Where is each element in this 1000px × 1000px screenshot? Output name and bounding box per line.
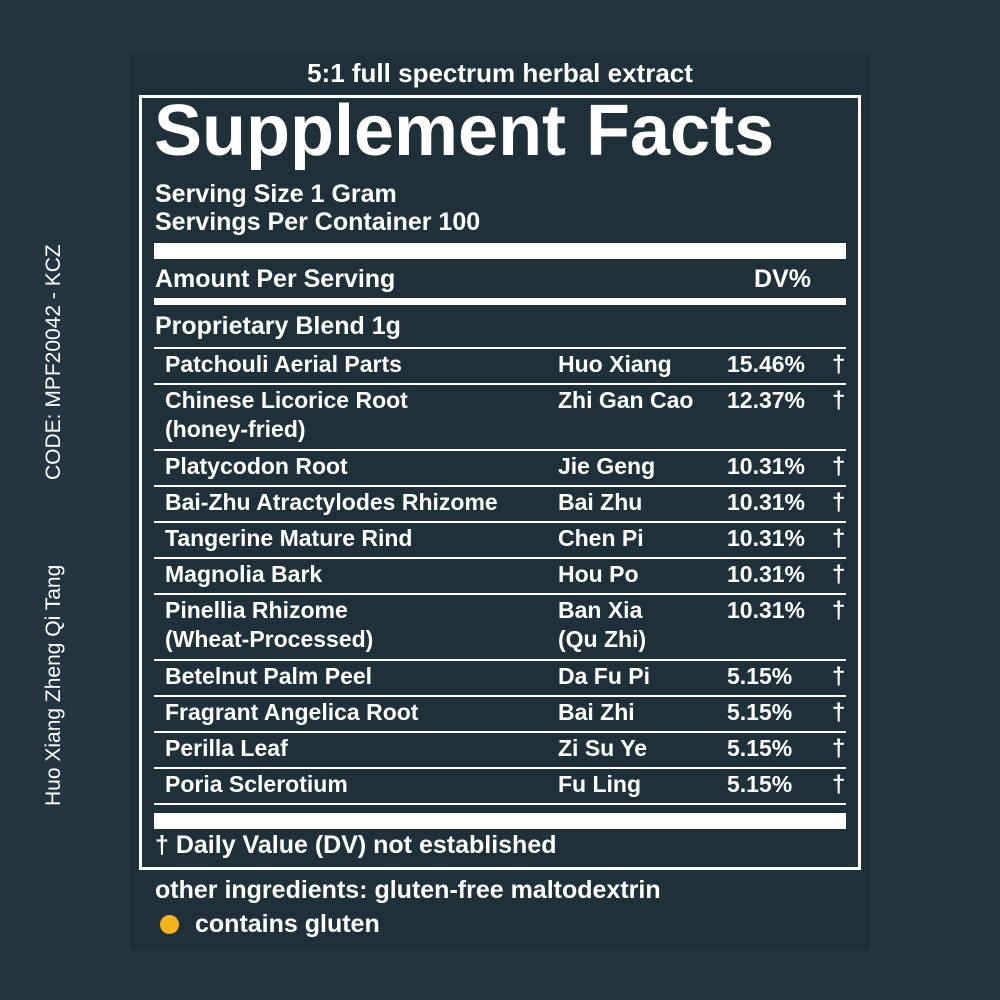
dagger-icon: †: [832, 597, 846, 624]
dv-header: DV%: [754, 265, 811, 293]
ingredient-row: Tangerine Mature Rind Chen Pi 10.31% †: [154, 523, 846, 559]
ingredient-pinyin-name: Jie Geng: [558, 453, 656, 479]
amount-per-serving-header: Amount Per Serving: [155, 265, 396, 293]
ingredient-pinyin-name: Huo Xiang: [558, 351, 672, 377]
ingredient-english-name: Bai-Zhu Atractylodes Rhizome: [165, 489, 498, 515]
dagger-icon: †: [832, 561, 846, 588]
ingredient-english-name: Magnolia Bark: [165, 561, 323, 587]
ingredient-dv-percent: 5.15%: [727, 699, 793, 725]
ingredient-english-name: Tangerine Mature Rind: [165, 525, 413, 551]
dagger-icon: †: [832, 735, 846, 762]
ingredient-english-name: Fragrant Angelica Root: [165, 699, 419, 725]
dagger-icon: †: [832, 663, 846, 690]
ingredient-pinyin-name: Zhi Gan Cao: [558, 387, 694, 413]
ingredient-row: Magnolia Bark Hou Po 10.31% †: [154, 559, 846, 595]
product-code-vertical: CODE: MPF20042 - KCZ: [42, 244, 65, 480]
ingredient-row: Chinese Licorice Root (honey-fried) Zhi G…: [154, 385, 846, 451]
ingredient-english-name: Chinese Licorice Root (honey-fried): [165, 387, 408, 442]
ingredient-english-name: Pinellia Rhizome (Wheat-Processed): [165, 597, 374, 652]
dagger-icon: †: [832, 387, 846, 414]
dagger-icon: †: [832, 489, 846, 516]
dagger-icon: †: [832, 771, 846, 798]
ingredient-pinyin-name: Bai Zhu: [558, 489, 643, 515]
ingredient-table: Patchouli Aerial Parts Huo Xiang 15.46% † Ch…: [154, 349, 846, 805]
ingredient-row: Poria Sclerotium Fu Ling 5.15% †: [154, 769, 846, 805]
ingredient-english-name: Perilla Leaf: [165, 735, 288, 761]
dv-footnote: † Daily Value (DV) not established: [155, 831, 557, 859]
ingredient-pinyin-name: Zi Su Ye: [558, 735, 648, 761]
ingredient-dv-percent: 12.37%: [727, 387, 806, 413]
gluten-note: contains gluten: [160, 910, 380, 939]
proprietary-blend: Proprietary Blend 1g: [155, 312, 401, 340]
ingredient-pinyin-name: Chen Pi: [558, 525, 644, 551]
ingredient-dv-percent: 10.31%: [727, 489, 806, 515]
divider-thick: [154, 243, 846, 259]
ingredient-dv-percent: 5.15%: [727, 771, 793, 797]
ingredient-row: Fragrant Angelica Root Bai Zhi 5.15% †: [154, 697, 846, 733]
ingredient-row: Platycodon Root Jie Geng 10.31% †: [154, 451, 846, 487]
ingredient-dv-percent: 5.15%: [727, 735, 793, 761]
ingredient-row: Bai-Zhu Atractylodes Rhizome Bai Zhu 10.31…: [154, 487, 846, 523]
supplement-label: 5:1 full spectrum herbal extract Supplem…: [130, 52, 870, 950]
ingredient-dv-percent: 10.31%: [727, 561, 806, 587]
supplement-facts-panel: Supplement Facts Serving Size 1 Gram Ser…: [139, 91, 861, 870]
panel-title: Supplement Facts: [154, 91, 775, 171]
dagger-icon: †: [832, 525, 846, 552]
ingredient-dv-percent: 5.15%: [727, 663, 793, 689]
ingredient-english-name: Platycodon Root: [165, 453, 348, 479]
other-ingredients: other ingredients: gluten-free maltodext…: [155, 876, 661, 904]
gluten-dot-icon: [160, 915, 179, 934]
dagger-icon: †: [832, 699, 846, 726]
ingredient-dv-percent: 10.31%: [727, 597, 806, 623]
ingredient-dv-percent: 10.31%: [727, 453, 806, 479]
ingredient-pinyin-name: Fu Ling: [558, 771, 642, 797]
ingredient-english-name: Patchouli Aerial Parts: [165, 351, 402, 377]
servings-per-container: Servings Per Container 100: [155, 208, 481, 236]
label-subtitle: 5:1 full spectrum herbal extract: [307, 58, 693, 88]
divider-medium: [154, 298, 846, 305]
ingredient-dv-percent: 10.31%: [727, 525, 806, 551]
ingredient-english-name: Betelnut Palm Peel: [165, 663, 373, 689]
ingredient-dv-percent: 15.46%: [727, 351, 806, 377]
dagger-icon: †: [832, 453, 846, 480]
ingredient-pinyin-name: Hou Po: [558, 561, 639, 587]
ingredient-row: Pinellia Rhizome (Wheat-Processed) Ban Xi…: [154, 595, 846, 661]
gluten-note-text: contains gluten: [195, 910, 380, 938]
divider-thick-bottom: [154, 813, 846, 829]
ingredient-row: Patchouli Aerial Parts Huo Xiang 15.46% †: [154, 349, 846, 385]
divider-thin: [154, 347, 846, 349]
serving-size: Serving Size 1 Gram: [155, 180, 397, 208]
ingredient-pinyin-name: Bai Zhi: [558, 699, 635, 725]
ingredient-pinyin-name: Ban Xia (Qu Zhi): [558, 597, 647, 652]
ingredient-row: Betelnut Palm Peel Da Fu Pi 5.15% †: [154, 661, 846, 697]
ingredient-row: Perilla Leaf Zi Su Ye 5.15% †: [154, 733, 846, 769]
ingredient-pinyin-name: Da Fu Pi: [558, 663, 651, 689]
product-name-vertical: Huo Xiang Zheng Qi Tang: [42, 564, 65, 806]
dagger-icon: †: [832, 351, 846, 378]
ingredient-english-name: Poria Sclerotium: [165, 771, 348, 797]
